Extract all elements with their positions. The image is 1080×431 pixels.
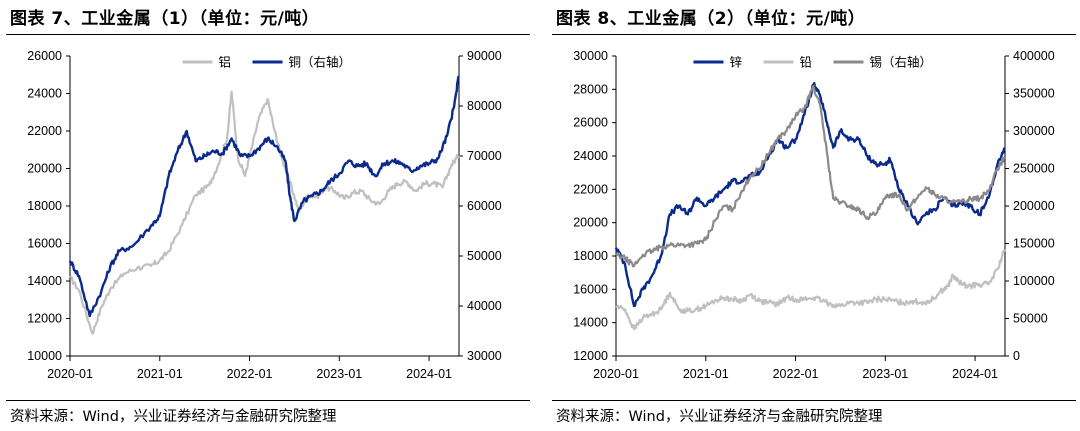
- y-right-tick-label: 50000: [1013, 312, 1048, 326]
- x-tick-label: 2023-01: [316, 367, 362, 381]
- source-note: 资料来源：Wind，兴业证券经济与金融研究院整理: [556, 409, 883, 425]
- y-left-tick-label: 10000: [27, 349, 62, 363]
- x-tick-label: 2020-01: [593, 367, 639, 381]
- y-right-tick-label: 0: [1013, 349, 1020, 363]
- y-left-tick-label: 22000: [573, 182, 608, 196]
- y-left-tick-label: 20000: [573, 216, 608, 230]
- series-line-0: [614, 82, 1006, 308]
- y-right-tick-label: 40000: [467, 299, 502, 313]
- x-tick-label: 2022-01: [227, 367, 273, 381]
- y-right-tick-label: 150000: [1013, 237, 1055, 251]
- y-left-tick-label: 26000: [573, 116, 608, 130]
- x-tick-label: 2024-01: [952, 367, 998, 381]
- source-rule: [552, 400, 1076, 401]
- x-tick-label: 2021-01: [683, 367, 729, 381]
- line-chart-1: 10000 12000 14000 16000 18000 20000 22000 24000…: [27, 49, 502, 381]
- series-line-0: [69, 90, 460, 335]
- y-right-tick-label: 350000: [1013, 87, 1055, 101]
- y-right-tick-label: 400000: [1013, 49, 1055, 63]
- x-tick-label: 2023-01: [862, 367, 908, 381]
- y-right-tick-label: 70000: [467, 149, 502, 163]
- y-left-tick-label: 30000: [573, 49, 608, 63]
- y-right-tick-label: 60000: [467, 199, 502, 213]
- y-left-tick-label: 16000: [27, 237, 62, 251]
- x-tick-label: 2022-01: [773, 367, 819, 381]
- y-left-tick-label: 18000: [27, 199, 62, 213]
- y-right-tick-label: 250000: [1013, 162, 1055, 176]
- y-right-tick-label: 80000: [467, 99, 502, 113]
- chart-title: 图表 8、工业金属（2）（单位：元/吨）: [556, 9, 866, 29]
- chart-title: 图表 7、工业金属（1）（单位：元/吨）: [10, 9, 320, 29]
- legend-label-1: 铅: [800, 55, 813, 70]
- y-right-tick-label: 50000: [467, 249, 502, 263]
- y-left-tick-label: 20000: [27, 162, 62, 176]
- x-tick-label: 2021-01: [137, 367, 183, 381]
- series-line-1: [615, 248, 1006, 331]
- title-rule: [552, 34, 1076, 35]
- legend-label-0: 铝: [219, 55, 232, 70]
- x-tick-label: 2020-01: [47, 367, 93, 381]
- y-right-tick-label: 200000: [1013, 199, 1055, 213]
- y-right-tick-label: 90000: [467, 49, 502, 63]
- legend-label-1: 铜（右轴）: [289, 55, 352, 70]
- y-left-tick-label: 12000: [27, 312, 62, 326]
- y-left-tick-label: 24000: [27, 87, 62, 101]
- y-right-tick-label: 300000: [1013, 124, 1055, 138]
- y-left-tick-label: 28000: [573, 82, 608, 96]
- legend-label-2: 锡（右轴）: [870, 55, 933, 70]
- series-line-1: [68, 75, 460, 318]
- y-right-tick-label: 100000: [1013, 274, 1055, 288]
- chart-panel-industrial-metals-1: 图表 7、工业金属（1）（单位：元/吨） 10000 12000 14000 1600…: [6, 0, 536, 431]
- y-left-tick-label: 22000: [27, 124, 62, 138]
- y-left-tick-label: 14000: [27, 274, 62, 288]
- source-rule: [6, 400, 530, 401]
- source-note: 资料来源：Wind，兴业证券经济与金融研究院整理: [10, 409, 337, 425]
- x-tick-label: 2024-01: [406, 367, 452, 381]
- y-left-tick-label: 16000: [573, 282, 608, 296]
- y-left-tick-label: 12000: [573, 349, 608, 363]
- line-chart-2: 12000 14000 16000 18000 20000 22000 24000 26000…: [573, 49, 1055, 381]
- y-left-tick-label: 14000: [573, 316, 608, 330]
- y-left-tick-label: 26000: [27, 49, 62, 63]
- title-rule: [6, 34, 530, 35]
- chart-panel-industrial-metals-2: 图表 8、工业金属（2）（单位：元/吨） 12000 14000 16000 1800…: [552, 0, 1080, 431]
- y-right-tick-label: 30000: [467, 349, 502, 363]
- y-left-tick-label: 24000: [573, 149, 608, 163]
- legend-label-0: 锌: [730, 55, 743, 70]
- y-left-tick-label: 18000: [573, 249, 608, 263]
- series-line-2: [615, 84, 1006, 268]
